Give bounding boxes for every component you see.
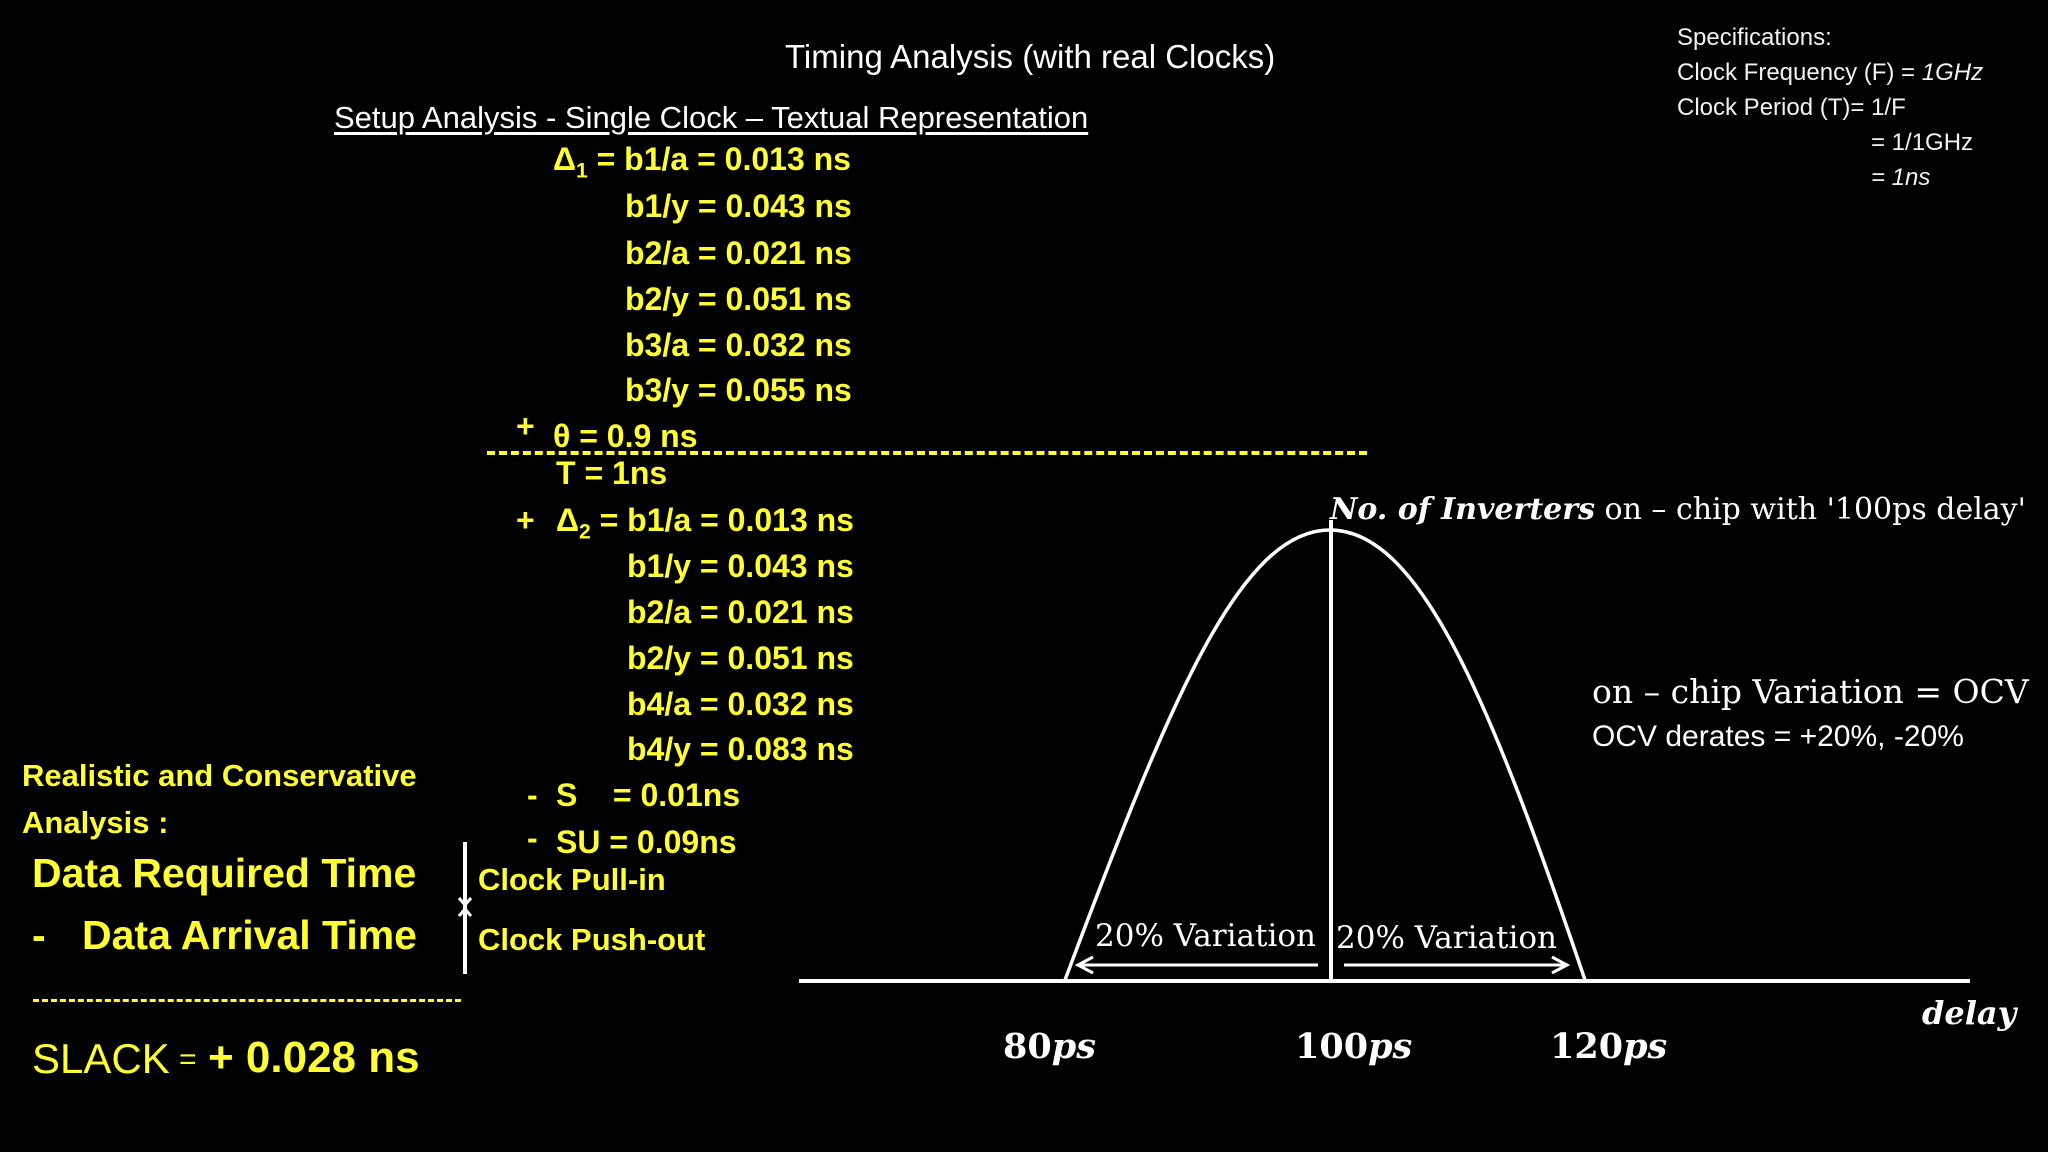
launch-row: b3/a = 0.032 ns [625, 327, 852, 363]
capture-delta-symbol: Δ [556, 502, 579, 538]
launch-theta-row: θ = 0.9 ns [553, 418, 698, 454]
tick-number: 80 [1003, 1026, 1052, 1067]
analysis-label: Realistic and Conservative Analysis : [22, 752, 417, 846]
slack-separator-line [33, 999, 461, 1002]
capture-skew-row: S = 0.01ns [556, 777, 741, 813]
capture-minus-sign: - [527, 820, 538, 856]
specifications-panel: Specifications: Clock Frequency (F) = 1G… [1677, 20, 1983, 195]
slack-label: SLACK [32, 1035, 170, 1082]
minus-sign: - [32, 912, 46, 958]
capture-minus-sign: - [527, 777, 538, 813]
launch-delta-subscript: 1 [576, 159, 588, 183]
capture-row: b4/a = 0.032 ns [627, 686, 854, 722]
ocv-derates: OCV derates = +20%, -20% [1592, 720, 1964, 753]
analysis-label-line2: Analysis : [22, 805, 169, 840]
launch-plus-sign: + [516, 408, 535, 444]
clock-pull-in: Clock Pull-in [478, 862, 666, 897]
capture-row: b4/y = 0.083 ns [627, 731, 854, 767]
data-arrival-time: Data Arrival Time [82, 912, 417, 958]
left-variation-label: 20% Variation [1095, 918, 1316, 954]
capture-row: b2/a = 0.021 ns [627, 594, 854, 630]
tick-number: 100 [1295, 1026, 1369, 1067]
tick-unit: ps [1623, 1026, 1668, 1067]
capture-period-row: T = 1ns [556, 455, 668, 491]
capture-delta-row: Δ2 = b1/a = 0.013 ns [556, 502, 854, 544]
tick-unit: ps [1368, 1026, 1413, 1067]
tick-label-80ps: 80ps [1003, 1026, 1096, 1067]
right-arrowhead-icon [1551, 955, 1571, 975]
page-title: Timing Analysis (with real Clocks) [785, 38, 1276, 75]
distribution-heading: No. of Inverters on – chip with '100ps d… [1330, 492, 2026, 527]
ocv-definition: on – chip Variation = OCV [1592, 672, 2029, 711]
launch-row: b2/y = 0.051 ns [625, 281, 852, 317]
spec-frequency-label: Clock Frequency (F) = [1677, 59, 1922, 86]
clock-push-out: Clock Push-out [478, 922, 706, 957]
page-subtitle: Setup Analysis - Single Clock – Textual … [334, 100, 1089, 135]
delay-axis-label: delay [1922, 994, 2017, 1032]
spec-frequency-value: 1GHz [1921, 59, 1984, 86]
spec-heading: Specifications: [1677, 24, 1832, 51]
tick-label-100ps: 100ps [1295, 1026, 1412, 1067]
launch-delta-expr: = b1/a = 0.013 ns [587, 141, 851, 177]
tick-label-120ps: 120ps [1550, 1026, 1667, 1067]
launch-row: b3/y = 0.055 ns [625, 372, 852, 408]
spec-period: Clock Period (T)= 1/F [1677, 94, 1906, 121]
distribution-heading-italic: No. of Inverters [1330, 492, 1595, 527]
capture-row: b1/y = 0.043 ns [627, 548, 854, 584]
spec-frequency: Clock Frequency (F) = 1GHz [1677, 55, 1983, 90]
data-required-time: Data Required Time [32, 850, 417, 896]
sum-separator-line [487, 451, 1367, 455]
distribution-heading-rest: on – chip with '100ps delay' [1594, 492, 2026, 527]
spec-period-step: = 1/1GHz [1871, 129, 1974, 156]
pull-push-arrows-icon [457, 897, 473, 917]
capture-plus-sign: + [516, 502, 535, 538]
launch-row: b2/a = 0.021 ns [625, 235, 852, 271]
tick-unit: ps [1051, 1026, 1096, 1067]
spec-period-result: = 1ns [1871, 164, 1931, 191]
launch-delta-symbol: Δ [553, 141, 576, 177]
left-arrowhead-icon [1074, 955, 1094, 975]
right-variation-label: 20% Variation [1336, 920, 1557, 956]
capture-delta-subscript: 2 [579, 520, 591, 544]
tick-number: 120 [1550, 1026, 1624, 1067]
launch-delta-row: Δ1 = b1/a = 0.013 ns [553, 141, 851, 183]
capture-delta-expr: = b1/a = 0.013 ns [590, 502, 854, 538]
capture-row: b2/y = 0.051 ns [627, 640, 854, 676]
slack-equals: = [179, 1043, 197, 1076]
slack-value: + 0.028 ns [208, 1033, 420, 1082]
launch-row: b1/y = 0.043 ns [625, 188, 852, 224]
capture-setup-row: SU = 0.09ns [556, 824, 737, 860]
analysis-label-line1: Realistic and Conservative [22, 758, 417, 793]
distribution-curve [1063, 528, 1587, 981]
